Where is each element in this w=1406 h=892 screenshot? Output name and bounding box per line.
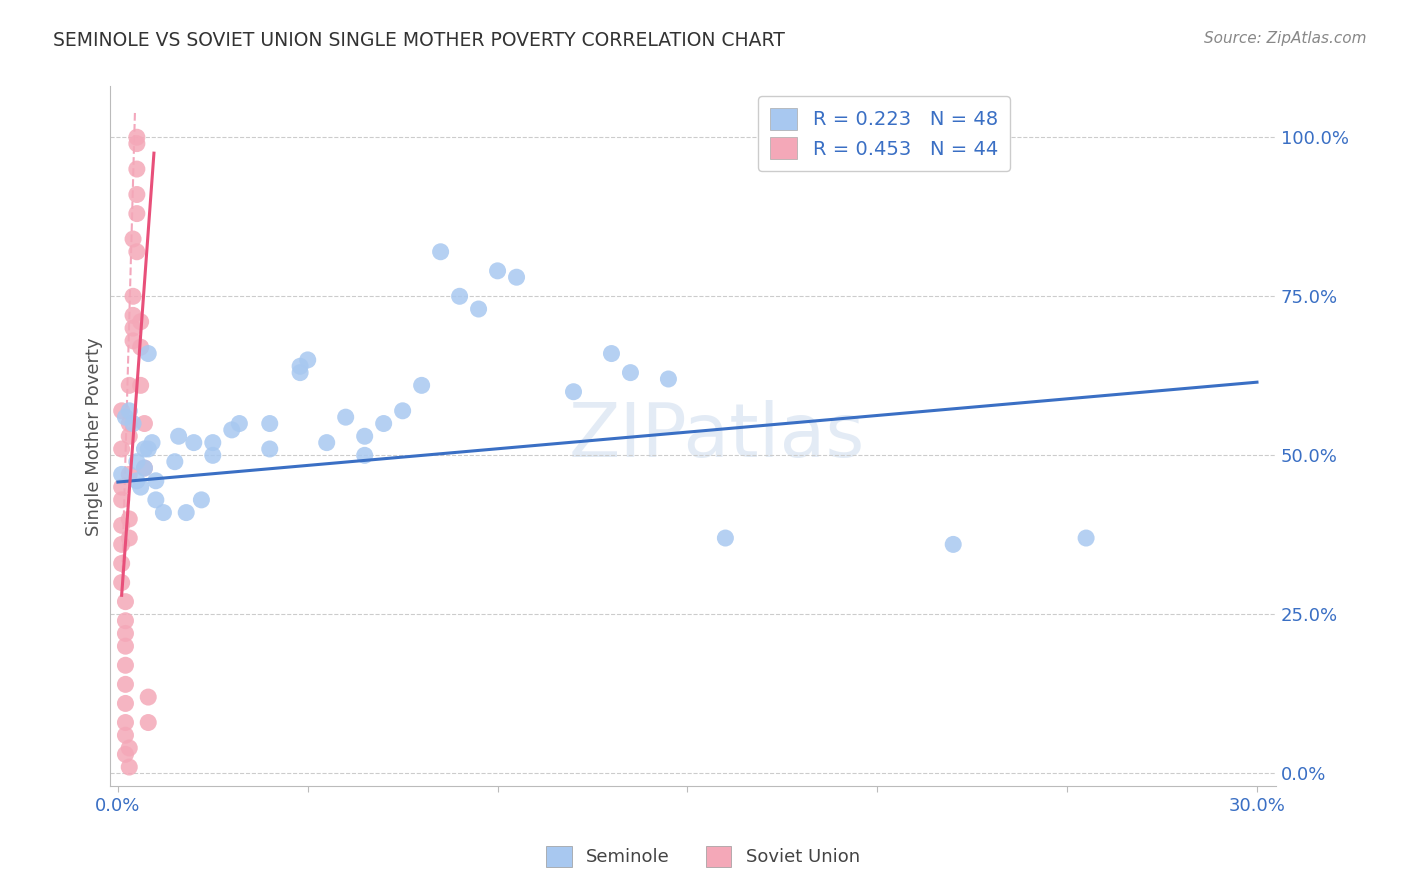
Point xyxy=(228,417,250,431)
Point xyxy=(183,435,205,450)
Point xyxy=(125,474,148,488)
Point xyxy=(259,442,281,456)
Point xyxy=(114,715,136,730)
Text: ZIPatlas: ZIPatlas xyxy=(568,400,865,473)
Point xyxy=(353,429,375,443)
Point xyxy=(111,467,134,482)
Point xyxy=(122,321,145,335)
Point xyxy=(125,206,148,220)
Point xyxy=(111,518,134,533)
Point xyxy=(118,760,141,774)
Point xyxy=(201,435,224,450)
Point xyxy=(114,728,136,742)
Point xyxy=(111,575,134,590)
Point xyxy=(129,315,152,329)
Point xyxy=(353,448,375,462)
Legend: R = 0.223   N = 48, R = 0.453   N = 44: R = 0.223 N = 48, R = 0.453 N = 44 xyxy=(758,96,1010,171)
Point xyxy=(259,417,281,431)
Point xyxy=(114,677,136,691)
Point xyxy=(118,531,141,545)
Point xyxy=(136,715,159,730)
Point xyxy=(111,442,134,456)
Y-axis label: Single Mother Poverty: Single Mother Poverty xyxy=(86,337,103,535)
Point xyxy=(600,346,623,360)
Point xyxy=(335,410,357,425)
Point xyxy=(190,492,212,507)
Text: Source: ZipAtlas.com: Source: ZipAtlas.com xyxy=(1204,31,1367,46)
Point xyxy=(122,232,145,246)
Point xyxy=(134,417,156,431)
Point xyxy=(221,423,243,437)
Point xyxy=(449,289,471,303)
Point xyxy=(118,467,141,482)
Point xyxy=(114,658,136,673)
Point xyxy=(136,346,159,360)
Point xyxy=(118,378,141,392)
Point xyxy=(111,492,134,507)
Point xyxy=(125,162,148,177)
Point xyxy=(429,244,451,259)
Point xyxy=(619,366,641,380)
Point xyxy=(315,435,337,450)
Point xyxy=(288,359,311,374)
Point xyxy=(114,626,136,640)
Point xyxy=(174,506,197,520)
Point xyxy=(657,372,679,386)
Point xyxy=(134,461,156,475)
Point xyxy=(125,244,148,259)
Point xyxy=(714,531,737,545)
Point xyxy=(373,417,395,431)
Point xyxy=(141,435,163,450)
Point xyxy=(118,512,141,526)
Point xyxy=(167,429,190,443)
Point xyxy=(136,690,159,704)
Point xyxy=(136,442,159,456)
Point xyxy=(129,378,152,392)
Point xyxy=(114,614,136,628)
Point xyxy=(129,480,152,494)
Point xyxy=(111,404,134,418)
Point xyxy=(942,537,965,551)
Point xyxy=(145,492,167,507)
Point xyxy=(467,301,489,316)
Point xyxy=(125,455,148,469)
Point xyxy=(145,474,167,488)
Text: SEMINOLE VS SOVIET UNION SINGLE MOTHER POVERTY CORRELATION CHART: SEMINOLE VS SOVIET UNION SINGLE MOTHER P… xyxy=(53,31,786,50)
Point xyxy=(118,417,141,431)
Point xyxy=(134,442,156,456)
Point xyxy=(297,352,319,367)
Point xyxy=(111,537,134,551)
Point xyxy=(122,289,145,303)
Point xyxy=(1074,531,1097,545)
Point xyxy=(114,639,136,653)
Point xyxy=(125,136,148,151)
Legend: Seminole, Soviet Union: Seminole, Soviet Union xyxy=(538,838,868,874)
Point xyxy=(114,595,136,609)
Point xyxy=(114,410,136,425)
Point xyxy=(125,187,148,202)
Point xyxy=(118,429,141,443)
Point xyxy=(114,747,136,762)
Point xyxy=(114,697,136,711)
Point xyxy=(118,404,141,418)
Point xyxy=(111,557,134,571)
Point xyxy=(391,404,413,418)
Point xyxy=(288,366,311,380)
Point xyxy=(486,264,509,278)
Point xyxy=(122,417,145,431)
Point xyxy=(125,130,148,145)
Point xyxy=(111,480,134,494)
Point xyxy=(411,378,433,392)
Point xyxy=(134,461,156,475)
Point xyxy=(562,384,585,399)
Point xyxy=(152,506,174,520)
Point xyxy=(163,455,186,469)
Point xyxy=(505,270,527,285)
Point xyxy=(122,309,145,323)
Point xyxy=(122,334,145,348)
Point xyxy=(201,448,224,462)
Point xyxy=(118,741,141,756)
Point xyxy=(129,340,152,354)
